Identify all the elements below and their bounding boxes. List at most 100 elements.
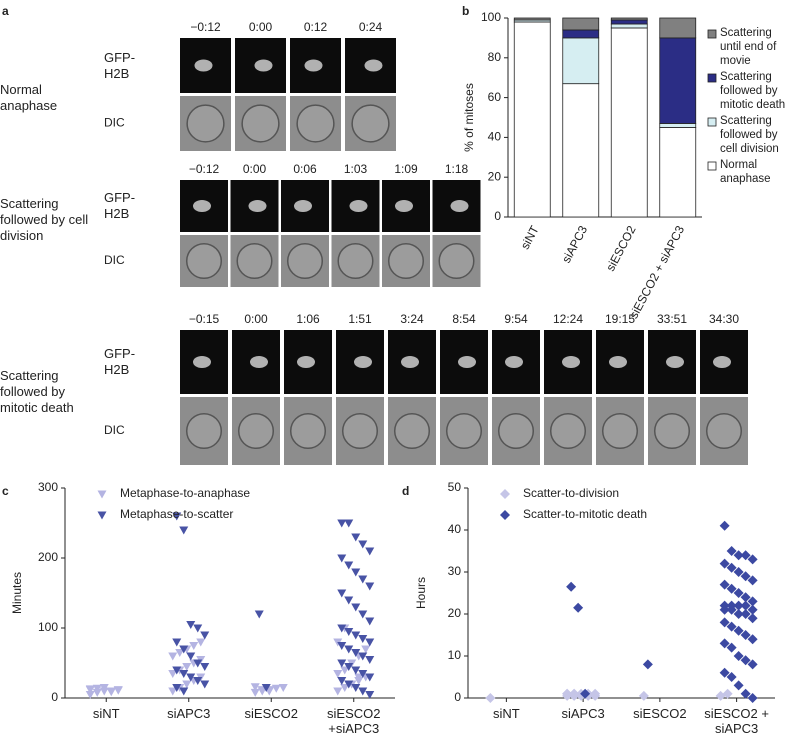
cell-outline bbox=[653, 412, 691, 450]
data-point bbox=[358, 610, 368, 619]
legend-swatch bbox=[707, 73, 717, 83]
y-tick-label: 20 bbox=[448, 606, 462, 620]
y-axis-label: Minutes bbox=[10, 572, 24, 614]
bar-segment bbox=[659, 127, 697, 218]
nucleus bbox=[297, 356, 315, 368]
data-point bbox=[358, 687, 368, 696]
data-point bbox=[254, 610, 264, 619]
x-tick-label-box: siNT bbox=[493, 706, 520, 721]
legend-label: Scatter-to-mitotic death bbox=[523, 507, 647, 521]
time-label: 1:03 bbox=[344, 162, 368, 176]
bar-segment bbox=[562, 83, 600, 218]
x-tick-label: siAPC3 bbox=[559, 223, 590, 265]
data-point bbox=[740, 655, 751, 666]
data-point bbox=[726, 621, 737, 632]
time-label: 0:12 bbox=[304, 20, 328, 34]
data-point bbox=[344, 628, 354, 636]
data-point bbox=[113, 686, 123, 695]
legend-label-box: Scattering until end of movie bbox=[720, 27, 776, 67]
legend-label: Scattering followed by mitotic death bbox=[720, 71, 786, 111]
nucleus bbox=[505, 356, 523, 368]
data-point bbox=[361, 645, 371, 654]
data-point bbox=[747, 554, 758, 565]
nucleus bbox=[450, 200, 469, 212]
cell-outline bbox=[289, 412, 327, 450]
nucleus bbox=[364, 59, 383, 72]
data-point bbox=[747, 659, 758, 670]
cell-outline bbox=[351, 104, 390, 143]
data-point bbox=[344, 519, 354, 528]
x-tick-label: siNT bbox=[518, 223, 542, 252]
x-tick-label: siESCO2 bbox=[603, 223, 639, 273]
y-tick-label: 20 bbox=[488, 169, 502, 183]
data-point bbox=[351, 568, 361, 577]
data-point bbox=[333, 687, 343, 696]
time-label: 0:00 bbox=[243, 162, 267, 176]
data-point bbox=[200, 680, 210, 689]
x-tick-label-box: siAPC3 bbox=[561, 706, 604, 721]
legend-label: Metaphase-to-scatter bbox=[120, 507, 233, 521]
data-point bbox=[726, 546, 737, 556]
data-point bbox=[569, 688, 580, 699]
cell-outline bbox=[337, 242, 374, 280]
data-point bbox=[485, 693, 496, 703]
data-point bbox=[351, 631, 361, 640]
data-point bbox=[193, 624, 203, 633]
data-point bbox=[193, 659, 203, 668]
cell-outline bbox=[241, 104, 280, 143]
data-point bbox=[200, 663, 210, 671]
data-point bbox=[189, 642, 199, 650]
data-point bbox=[747, 604, 758, 615]
nucleus bbox=[666, 356, 684, 368]
cell-outline bbox=[393, 412, 431, 450]
data-point bbox=[642, 659, 653, 670]
data-point bbox=[733, 651, 744, 661]
x-tick-label-box: siAPC3 bbox=[167, 706, 210, 721]
cell-outline bbox=[497, 412, 535, 450]
time-label: 9:54 bbox=[504, 312, 528, 326]
data-point bbox=[733, 600, 744, 611]
channel-label: DIC bbox=[104, 253, 125, 267]
bar-segment bbox=[513, 17, 551, 21]
y-tick-label: 100 bbox=[38, 620, 58, 634]
data-point bbox=[719, 667, 730, 678]
cell-outline bbox=[185, 242, 223, 280]
row-label: Scattering followed by cell division bbox=[0, 196, 89, 243]
y-tick-label: 60 bbox=[488, 90, 502, 104]
bar-segment bbox=[610, 27, 648, 218]
data-point bbox=[358, 635, 368, 643]
data-point bbox=[733, 588, 744, 598]
data-point bbox=[726, 562, 737, 573]
y-tick-label: 50 bbox=[448, 480, 462, 494]
nucleus bbox=[713, 356, 731, 368]
time-label: 1:51 bbox=[348, 312, 372, 326]
data-point bbox=[358, 670, 368, 678]
time-label: 1:18 bbox=[445, 162, 469, 176]
data-point bbox=[344, 663, 354, 671]
data-point bbox=[733, 550, 744, 561]
nucleus bbox=[395, 200, 413, 212]
data-point bbox=[747, 634, 758, 645]
cell-outline bbox=[186, 104, 225, 143]
x-tick-label-box: siESCO2 bbox=[633, 706, 686, 721]
y-tick-label: 100 bbox=[481, 10, 501, 24]
legend-label: Scatter-to-division bbox=[523, 486, 619, 500]
data-point bbox=[179, 670, 189, 678]
y-tick-label: 40 bbox=[448, 522, 462, 536]
data-point bbox=[182, 680, 192, 689]
data-point bbox=[344, 596, 354, 605]
data-point bbox=[747, 596, 758, 607]
legend-label-box: Scattering followed by cell division bbox=[720, 115, 779, 155]
data-point bbox=[726, 642, 737, 653]
nucleus bbox=[349, 200, 368, 212]
time-label: 3:24 bbox=[400, 312, 424, 326]
data-point bbox=[733, 609, 744, 619]
data-point bbox=[337, 554, 347, 563]
data-point bbox=[172, 512, 182, 521]
x-tick-label: siESCO2 + siAPC3 bbox=[704, 706, 769, 736]
data-point bbox=[337, 677, 347, 685]
data-point bbox=[365, 691, 375, 699]
bar-segment bbox=[562, 17, 600, 31]
channel-label: GFP-H2B bbox=[104, 346, 136, 377]
legend-label: Normal anaphase bbox=[720, 159, 771, 185]
